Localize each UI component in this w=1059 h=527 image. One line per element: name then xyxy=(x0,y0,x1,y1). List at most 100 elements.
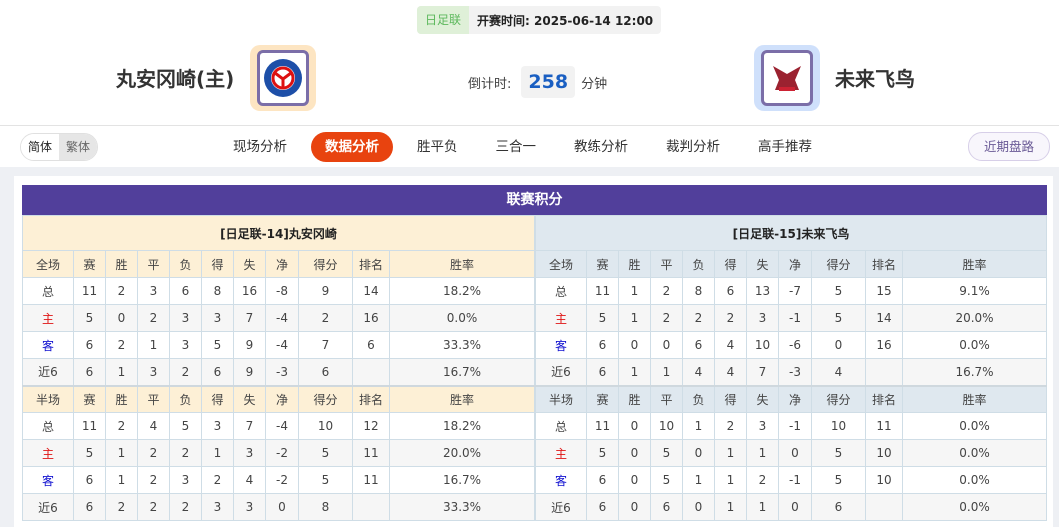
column-header: 赛 xyxy=(586,384,619,413)
table-row: 客 6 1 2 3 2 4 -2 5 11 16.7% xyxy=(22,466,535,494)
stat-cell: 1 xyxy=(201,439,234,467)
stat-cell: 5 xyxy=(73,439,106,467)
language-toggle[interactable]: 简体 繁体 xyxy=(20,133,99,161)
stat-cell: 2 xyxy=(714,304,747,332)
table-row: 总 11 1 2 8 6 13 -7 5 15 9.1% xyxy=(535,277,1047,305)
stat-cell: -1 xyxy=(778,466,812,494)
stat-cell: 6 xyxy=(586,493,619,521)
away-team-logo[interactable] xyxy=(754,45,820,111)
stat-cell: 1 xyxy=(618,358,651,386)
row-label: 客 xyxy=(22,331,74,359)
tab-3[interactable]: 三合一 xyxy=(495,139,537,155)
column-header: 平 xyxy=(137,250,170,278)
stat-cell: 3 xyxy=(201,304,234,332)
stat-cell: 6 xyxy=(73,331,106,359)
stat-cell: -8 xyxy=(265,277,299,305)
stat-cell: 13 xyxy=(746,277,779,305)
stat-cell: 0 xyxy=(618,493,651,521)
row-label: 客 xyxy=(535,466,587,494)
table-row: 总 11 2 3 6 8 16 -8 9 14 18.2% xyxy=(22,277,535,305)
stat-cell: 2 xyxy=(105,277,138,305)
stat-cell: 6 xyxy=(201,358,234,386)
table-row: 主 5 1 2 2 1 3 -2 5 11 20.0% xyxy=(22,439,535,467)
stat-cell: 16 xyxy=(352,304,390,332)
column-header: 胜 xyxy=(105,250,138,278)
stat-cell: 2 xyxy=(137,304,170,332)
stat-cell: -3 xyxy=(778,358,812,386)
stat-cell: 16.7% xyxy=(389,358,535,386)
tab-5[interactable]: 裁判分析 xyxy=(666,139,720,155)
stat-cell: 9 xyxy=(233,331,266,359)
stat-cell: 5 xyxy=(650,466,683,494)
stat-cell: 6 xyxy=(352,331,390,359)
stat-cell: 11 xyxy=(586,412,619,440)
column-header: 赛 xyxy=(586,250,619,278)
stat-cell: 0 xyxy=(618,412,651,440)
stat-cell: 4 xyxy=(682,358,715,386)
column-header: 失 xyxy=(746,384,779,413)
stat-cell: 2 xyxy=(105,493,138,521)
match-header: 日足联 开赛时间: 2025-06-14 12:00 丸安冈崎(主) 倒计时: … xyxy=(0,0,1059,126)
tab-4[interactable]: 教练分析 xyxy=(574,139,628,155)
stat-cell: 2 xyxy=(201,466,234,494)
tab-6[interactable]: 高手推荐 xyxy=(758,139,812,155)
stat-cell: 3 xyxy=(233,439,266,467)
table-row: 近6 6 0 6 0 1 1 0 6 0.0% xyxy=(535,493,1047,521)
stat-cell: 3 xyxy=(746,412,779,440)
stat-cell: 16.7% xyxy=(389,466,535,494)
recent-odds-button[interactable]: 近期盘路 xyxy=(968,132,1050,161)
home-team-logo[interactable] xyxy=(250,45,316,111)
stat-cell xyxy=(865,358,903,386)
stat-cell: -4 xyxy=(265,412,299,440)
stat-cell: 2 xyxy=(137,493,170,521)
table-row: 客 6 2 1 3 5 9 -4 7 6 33.3% xyxy=(22,331,535,359)
tab-0[interactable]: 现场分析 xyxy=(233,139,287,155)
column-header: 平 xyxy=(650,384,683,413)
stat-cell: 5 xyxy=(650,439,683,467)
lang-simplified[interactable]: 简体 xyxy=(21,134,60,160)
stat-cell: 6 xyxy=(586,466,619,494)
row-label: 客 xyxy=(535,331,587,359)
stat-cell: 0.0% xyxy=(902,331,1047,359)
stat-cell: 10 xyxy=(865,439,903,467)
stat-cell: 14 xyxy=(865,304,903,332)
countdown-label: 倒计时: xyxy=(468,76,512,92)
row-label: 主 xyxy=(535,304,587,332)
stat-cell: -4 xyxy=(265,331,299,359)
stat-cell: 2 xyxy=(650,304,683,332)
stat-cell: 5 xyxy=(811,304,866,332)
stat-cell: 3 xyxy=(201,493,234,521)
row-label: 近6 xyxy=(535,358,587,386)
lang-traditional[interactable]: 繁体 xyxy=(59,134,98,160)
column-header: 负 xyxy=(169,384,202,413)
column-header: 得分 xyxy=(811,250,866,278)
stat-cell: 0 xyxy=(265,493,299,521)
column-header: 全场 xyxy=(22,250,74,278)
stat-cell: 10 xyxy=(865,466,903,494)
stat-cell xyxy=(352,358,390,386)
stat-cell: 16.7% xyxy=(902,358,1047,386)
column-header: 半场 xyxy=(535,384,587,413)
stat-cell: 2 xyxy=(682,304,715,332)
stat-cell: 4 xyxy=(714,358,747,386)
stat-cell: 18.2% xyxy=(389,412,535,440)
away-team-name[interactable]: 未来飞鸟 xyxy=(835,67,915,91)
stat-cell: 1 xyxy=(714,466,747,494)
stat-cell: 7 xyxy=(233,412,266,440)
home-team-name[interactable]: 丸安冈崎(主) xyxy=(116,67,235,91)
stat-cell: 11 xyxy=(352,466,390,494)
stat-cell: 2 xyxy=(105,412,138,440)
tab-1[interactable]: 数据分析 xyxy=(311,132,393,162)
stat-cell: 2 xyxy=(137,466,170,494)
league-label: 日足联 xyxy=(417,6,470,34)
countdown: 倒计时: 258 分钟 xyxy=(468,66,607,98)
stat-cell: 9 xyxy=(233,358,266,386)
stat-cell: 16 xyxy=(233,277,266,305)
stat-cell: 3 xyxy=(746,304,779,332)
stat-cell: 9.1% xyxy=(902,277,1047,305)
tab-2[interactable]: 胜平负 xyxy=(417,139,458,155)
stat-cell: 0 xyxy=(618,439,651,467)
stat-cell: 11 xyxy=(586,277,619,305)
column-header: 失 xyxy=(233,250,266,278)
column-header: 得分 xyxy=(811,384,866,413)
